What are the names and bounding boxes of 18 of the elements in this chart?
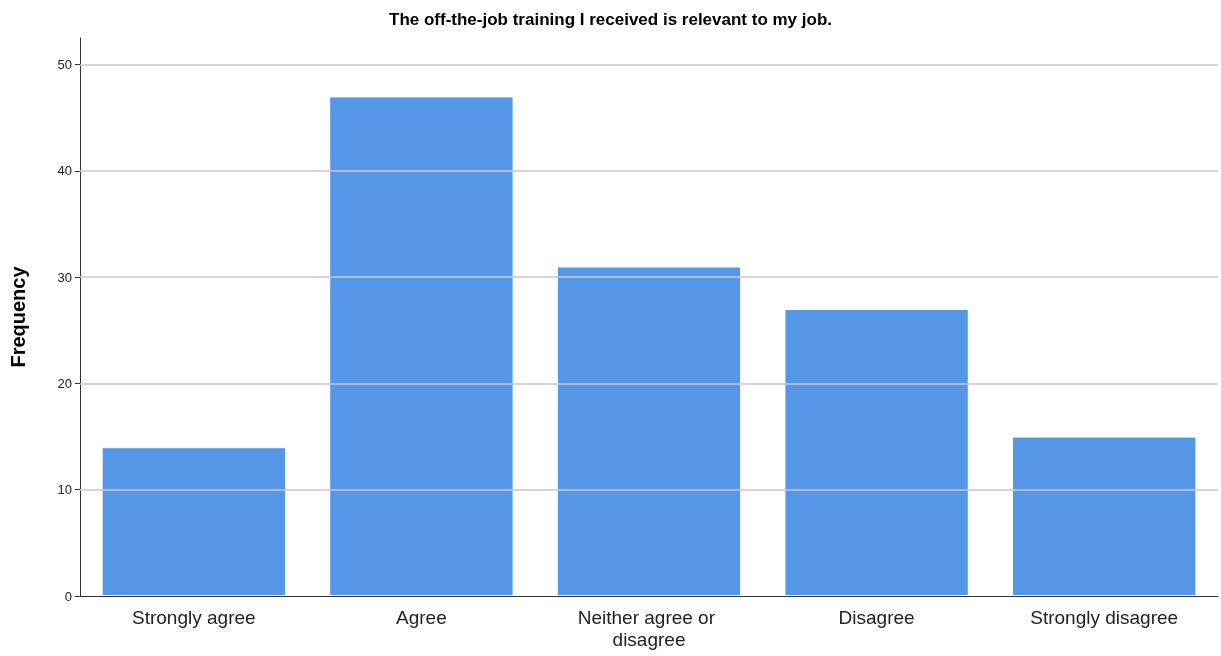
- bar: [329, 96, 514, 596]
- x-tick-label: Strongly disagree: [1030, 606, 1179, 628]
- x-tick-label: Disagree: [838, 606, 915, 628]
- y-tick-label: 0: [64, 588, 72, 604]
- y-tick-label: 40: [57, 163, 72, 179]
- bar: [101, 447, 286, 596]
- y-tick-label: 20: [57, 375, 72, 391]
- y-tick-label: 30: [57, 269, 72, 285]
- x-tick-label: Agree: [396, 606, 447, 628]
- chart-title: The off-the-job training I received is relevant to my job.: [388, 10, 833, 29]
- bar: [1012, 436, 1197, 596]
- y-tick-label: 10: [57, 482, 72, 498]
- bar: [784, 309, 969, 596]
- y-axis-title: Frequency: [7, 265, 29, 368]
- bar: [556, 266, 742, 596]
- x-tick-label: Neither agree or disagree: [577, 606, 721, 650]
- x-tick-label: Strongly agree: [132, 606, 256, 628]
- y-tick-label: 50: [57, 57, 72, 73]
